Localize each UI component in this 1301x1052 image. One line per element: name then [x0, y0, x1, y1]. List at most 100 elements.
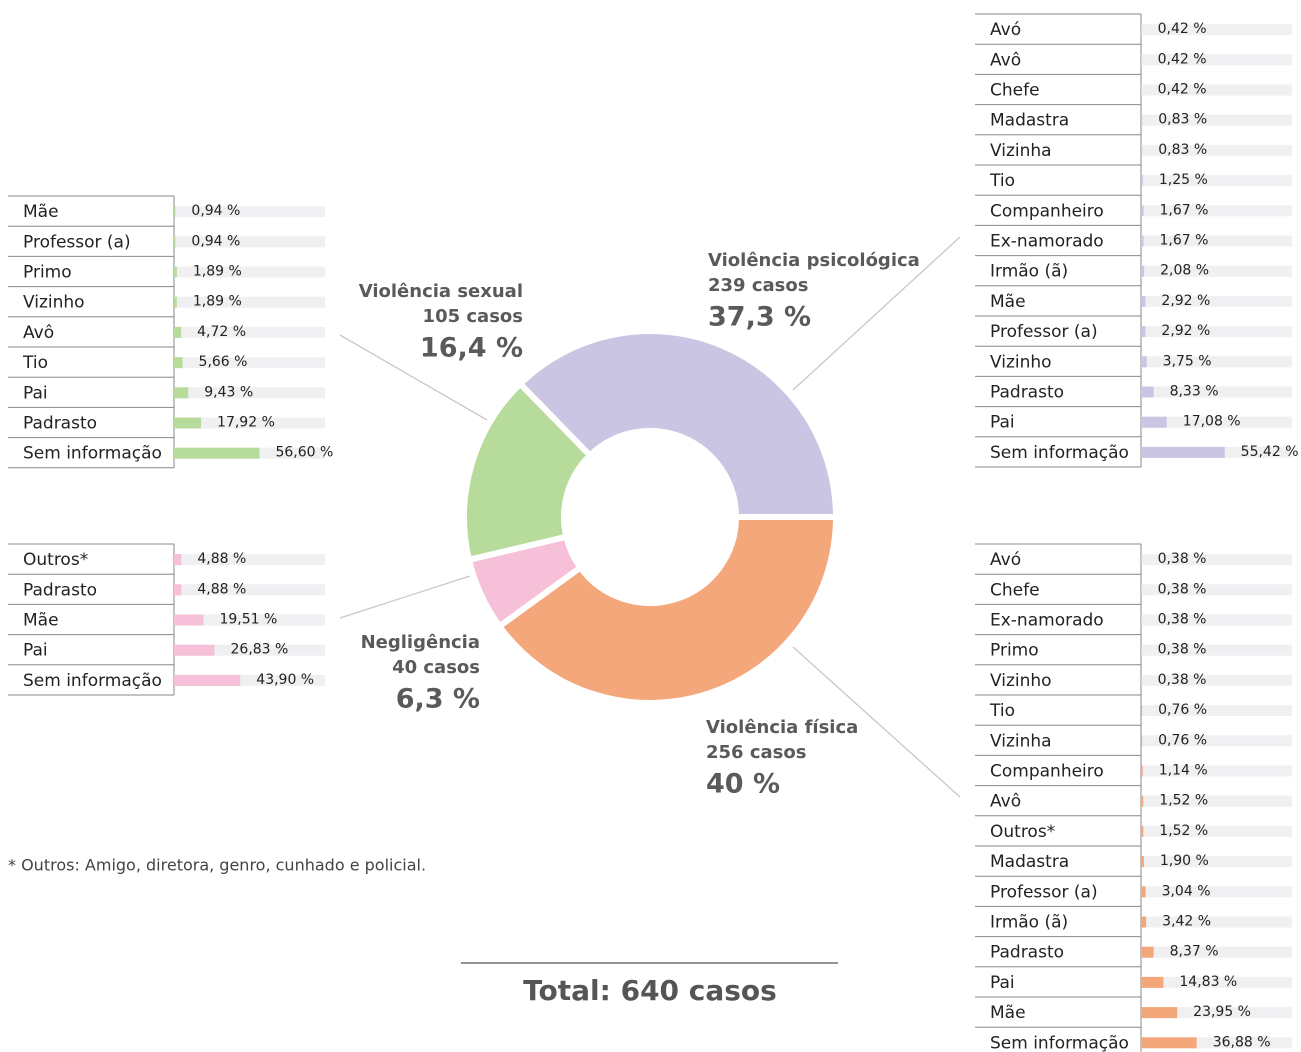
row-label: Mãe — [990, 1003, 1026, 1023]
bar-track — [1141, 886, 1292, 898]
bar-track — [174, 644, 325, 656]
bar-label: 1,14 % — [1159, 763, 1208, 779]
bar — [174, 236, 176, 248]
row-label: Mãe — [23, 202, 59, 222]
row-label: Avó — [990, 20, 1021, 40]
bar — [174, 266, 177, 278]
bar-track — [174, 417, 325, 429]
row-label: Avô — [23, 323, 54, 343]
bar — [174, 326, 182, 338]
bar — [1141, 446, 1225, 458]
row-label: Professor (a) — [990, 882, 1098, 902]
bar — [1141, 1037, 1197, 1049]
bar — [1141, 24, 1142, 36]
bar — [1141, 416, 1167, 428]
bar-label: 14,83 % — [1179, 974, 1237, 990]
bar-label: 0,42 % — [1158, 51, 1207, 67]
bar-track — [1141, 54, 1292, 66]
bar-label: 0,42 % — [1158, 21, 1207, 37]
row-label: Mãe — [990, 292, 1026, 312]
bar-track — [1141, 946, 1292, 958]
segment-name: Violência sexual — [359, 281, 523, 302]
bar — [1141, 735, 1143, 747]
bar-label: 2,08 % — [1160, 263, 1209, 279]
bar-label: 3,04 % — [1162, 883, 1211, 899]
row-label: Irmão (ã) — [990, 913, 1068, 933]
bar-track — [1141, 386, 1292, 398]
bar-track — [1141, 674, 1292, 686]
bar-label: 5,66 % — [199, 354, 248, 370]
segment-percent: 37,3 % — [708, 302, 811, 333]
segment-name: Violência psicológica — [708, 250, 920, 271]
bar-track — [1141, 735, 1292, 747]
bar-track — [1141, 265, 1292, 277]
bar-label: 2,92 % — [1161, 323, 1210, 339]
bar-label: 17,92 % — [217, 415, 275, 431]
bar — [1141, 326, 1146, 338]
bar-track — [174, 554, 325, 566]
bar-track — [174, 236, 325, 248]
bar — [174, 644, 215, 656]
bar-track — [1141, 1007, 1292, 1019]
bar — [1141, 825, 1144, 837]
row-label: Sem informação — [990, 443, 1129, 463]
bar — [1141, 84, 1142, 96]
donut-segment — [495, 514, 840, 706]
bar-track — [174, 296, 325, 308]
row-label: Pai — [23, 641, 48, 661]
bar-label: 1,89 % — [193, 264, 242, 280]
donut-segment — [515, 328, 840, 520]
bar — [1141, 386, 1154, 398]
bar-label: 0,83 % — [1158, 112, 1207, 128]
row-label: Avó — [990, 550, 1021, 570]
bar-track — [1141, 554, 1292, 566]
row-label: Vizinho — [23, 293, 85, 313]
bar-track — [1141, 416, 1292, 428]
bar — [174, 357, 183, 369]
bar — [174, 447, 260, 459]
bar-label: 4,88 % — [197, 551, 246, 567]
bar-track — [174, 674, 325, 686]
bar — [174, 614, 204, 626]
row-label: Madastra — [990, 852, 1069, 872]
bar-track — [174, 357, 325, 369]
segment-count: 239 casos — [708, 275, 808, 296]
bar — [1141, 705, 1143, 717]
leader-line — [792, 236, 961, 391]
bar-track — [1141, 765, 1292, 777]
row-label: Companheiro — [990, 201, 1104, 221]
bar-label: 1,90 % — [1160, 853, 1209, 869]
row-label: Chefe — [990, 580, 1040, 600]
segment-name: Negligência — [361, 632, 480, 653]
row-label: Tio — [989, 171, 1015, 191]
leader-lines — [339, 236, 961, 798]
bar-label: 0,94 % — [191, 203, 240, 219]
bar-track — [1141, 825, 1292, 837]
bar-label: 17,08 % — [1183, 414, 1241, 430]
bar — [174, 674, 241, 686]
bar-track — [1141, 356, 1292, 368]
row-label: Professor (a) — [23, 232, 131, 252]
bar — [1141, 674, 1142, 686]
row-label: Chefe — [990, 81, 1040, 101]
segment-percent: 6,3 % — [396, 684, 480, 715]
bar-track — [1141, 175, 1292, 187]
row-label: Sem informação — [23, 671, 162, 691]
bar-track — [1141, 84, 1292, 96]
bar-label: 3,75 % — [1163, 353, 1212, 369]
row-label: Sem informação — [23, 444, 162, 464]
row-label: Padrasto — [23, 414, 97, 434]
bar-label: 1,52 % — [1159, 823, 1208, 839]
bar-track — [1141, 644, 1292, 656]
row-label: Pai — [990, 973, 1015, 993]
bar — [1141, 946, 1154, 958]
bar — [1141, 644, 1142, 656]
bar — [1141, 765, 1143, 777]
bar-label: 0,38 % — [1158, 551, 1207, 567]
bar-label: 4,88 % — [197, 581, 246, 597]
bar — [1141, 265, 1145, 277]
row-label: Pai — [990, 413, 1015, 433]
bar — [1141, 54, 1142, 66]
bar-track — [174, 266, 325, 278]
